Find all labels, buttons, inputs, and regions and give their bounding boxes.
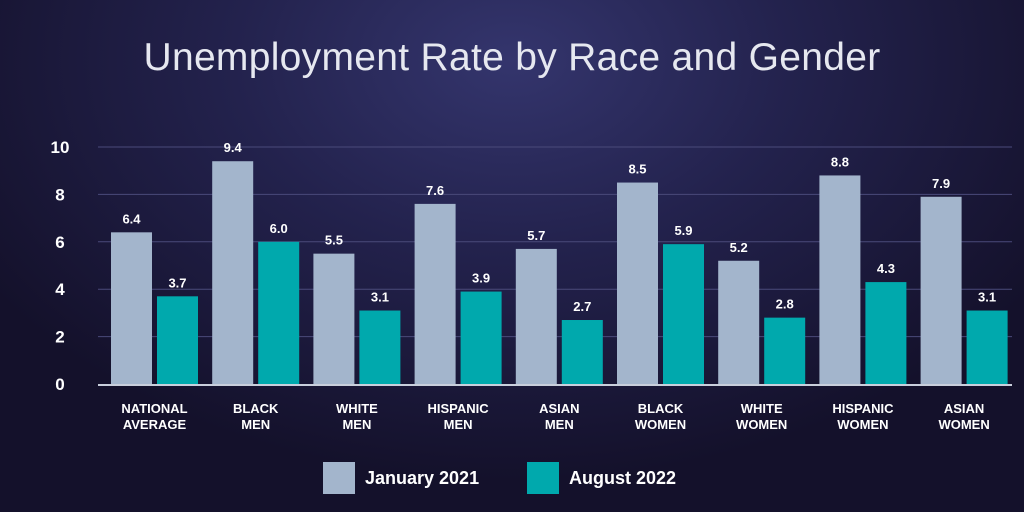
data-label: 8.5 — [628, 162, 646, 177]
data-label: 8.8 — [831, 154, 849, 169]
data-label: 7.9 — [932, 176, 950, 191]
bar-jan-2021 — [819, 175, 861, 384]
bar-jan-2021 — [920, 196, 962, 384]
data-label: 5.7 — [527, 228, 545, 243]
data-label: 3.7 — [168, 275, 186, 290]
x-category-label: WOMEN — [938, 417, 989, 432]
x-category-label: MEN — [342, 417, 371, 432]
bar-jan-2021 — [414, 203, 456, 384]
data-label: 7.6 — [426, 183, 444, 198]
y-tick-label: 0 — [55, 375, 64, 394]
bar-jan-2021 — [515, 248, 557, 384]
bar-jan-2021 — [111, 232, 152, 384]
x-category-label: BLACK — [233, 401, 279, 416]
x-category-label: WHITE — [336, 401, 378, 416]
chart-title: Unemployment Rate by Race and Gender — [143, 36, 881, 79]
data-label: 3.1 — [371, 290, 389, 305]
x-category-label: HISPANIC — [428, 401, 490, 416]
data-label: 3.1 — [978, 290, 996, 305]
bar-aug-2022 — [561, 320, 603, 384]
legend-label: January 2021 — [365, 468, 479, 488]
x-category-label: WOMEN — [635, 417, 686, 432]
bar-jan-2021 — [313, 253, 355, 384]
x-category-label: MEN — [545, 417, 574, 432]
x-category-label: NATIONAL — [121, 401, 187, 416]
data-label: 5.5 — [325, 233, 343, 248]
x-category-label: AVERAGE — [123, 417, 187, 432]
legend-swatch — [323, 462, 355, 494]
bar-jan-2021 — [212, 161, 254, 384]
y-tick-label: 2 — [55, 328, 64, 347]
legend-swatch — [527, 462, 559, 494]
data-label: 5.9 — [674, 223, 692, 238]
y-tick-label: 10 — [51, 138, 70, 157]
legend-label: August 2022 — [569, 468, 676, 488]
data-label: 2.7 — [573, 299, 591, 314]
bar-aug-2022 — [663, 244, 704, 384]
x-category-label: WHITE — [741, 401, 783, 416]
x-category-label: MEN — [241, 417, 270, 432]
x-category-label: WOMEN — [837, 417, 888, 432]
data-label: 6.0 — [270, 221, 288, 236]
x-category-label: ASIAN — [539, 401, 579, 416]
y-tick-label: 4 — [55, 280, 65, 299]
bar-aug-2022 — [764, 317, 806, 384]
bar-aug-2022 — [966, 310, 1008, 384]
x-category-label: BLACK — [638, 401, 684, 416]
bar-aug-2022 — [460, 291, 502, 384]
data-label: 3.9 — [472, 271, 490, 286]
x-category-label: ASIAN — [944, 401, 984, 416]
bar-aug-2022 — [359, 310, 401, 384]
x-category-label: MEN — [444, 417, 473, 432]
bar-jan-2021 — [718, 260, 760, 384]
data-label: 2.8 — [776, 297, 794, 312]
bar-aug-2022 — [157, 296, 198, 384]
bar-aug-2022 — [865, 282, 907, 384]
y-tick-label: 6 — [55, 233, 64, 252]
data-label: 5.2 — [730, 240, 748, 255]
x-category-label: HISPANIC — [832, 401, 894, 416]
x-category-label: WOMEN — [736, 417, 787, 432]
data-label: 6.4 — [122, 211, 141, 226]
data-label: 4.3 — [877, 261, 895, 276]
data-label: 9.4 — [224, 140, 243, 155]
bar-jan-2021 — [617, 182, 658, 384]
bar-aug-2022 — [258, 241, 300, 384]
y-tick-label: 8 — [55, 185, 64, 204]
